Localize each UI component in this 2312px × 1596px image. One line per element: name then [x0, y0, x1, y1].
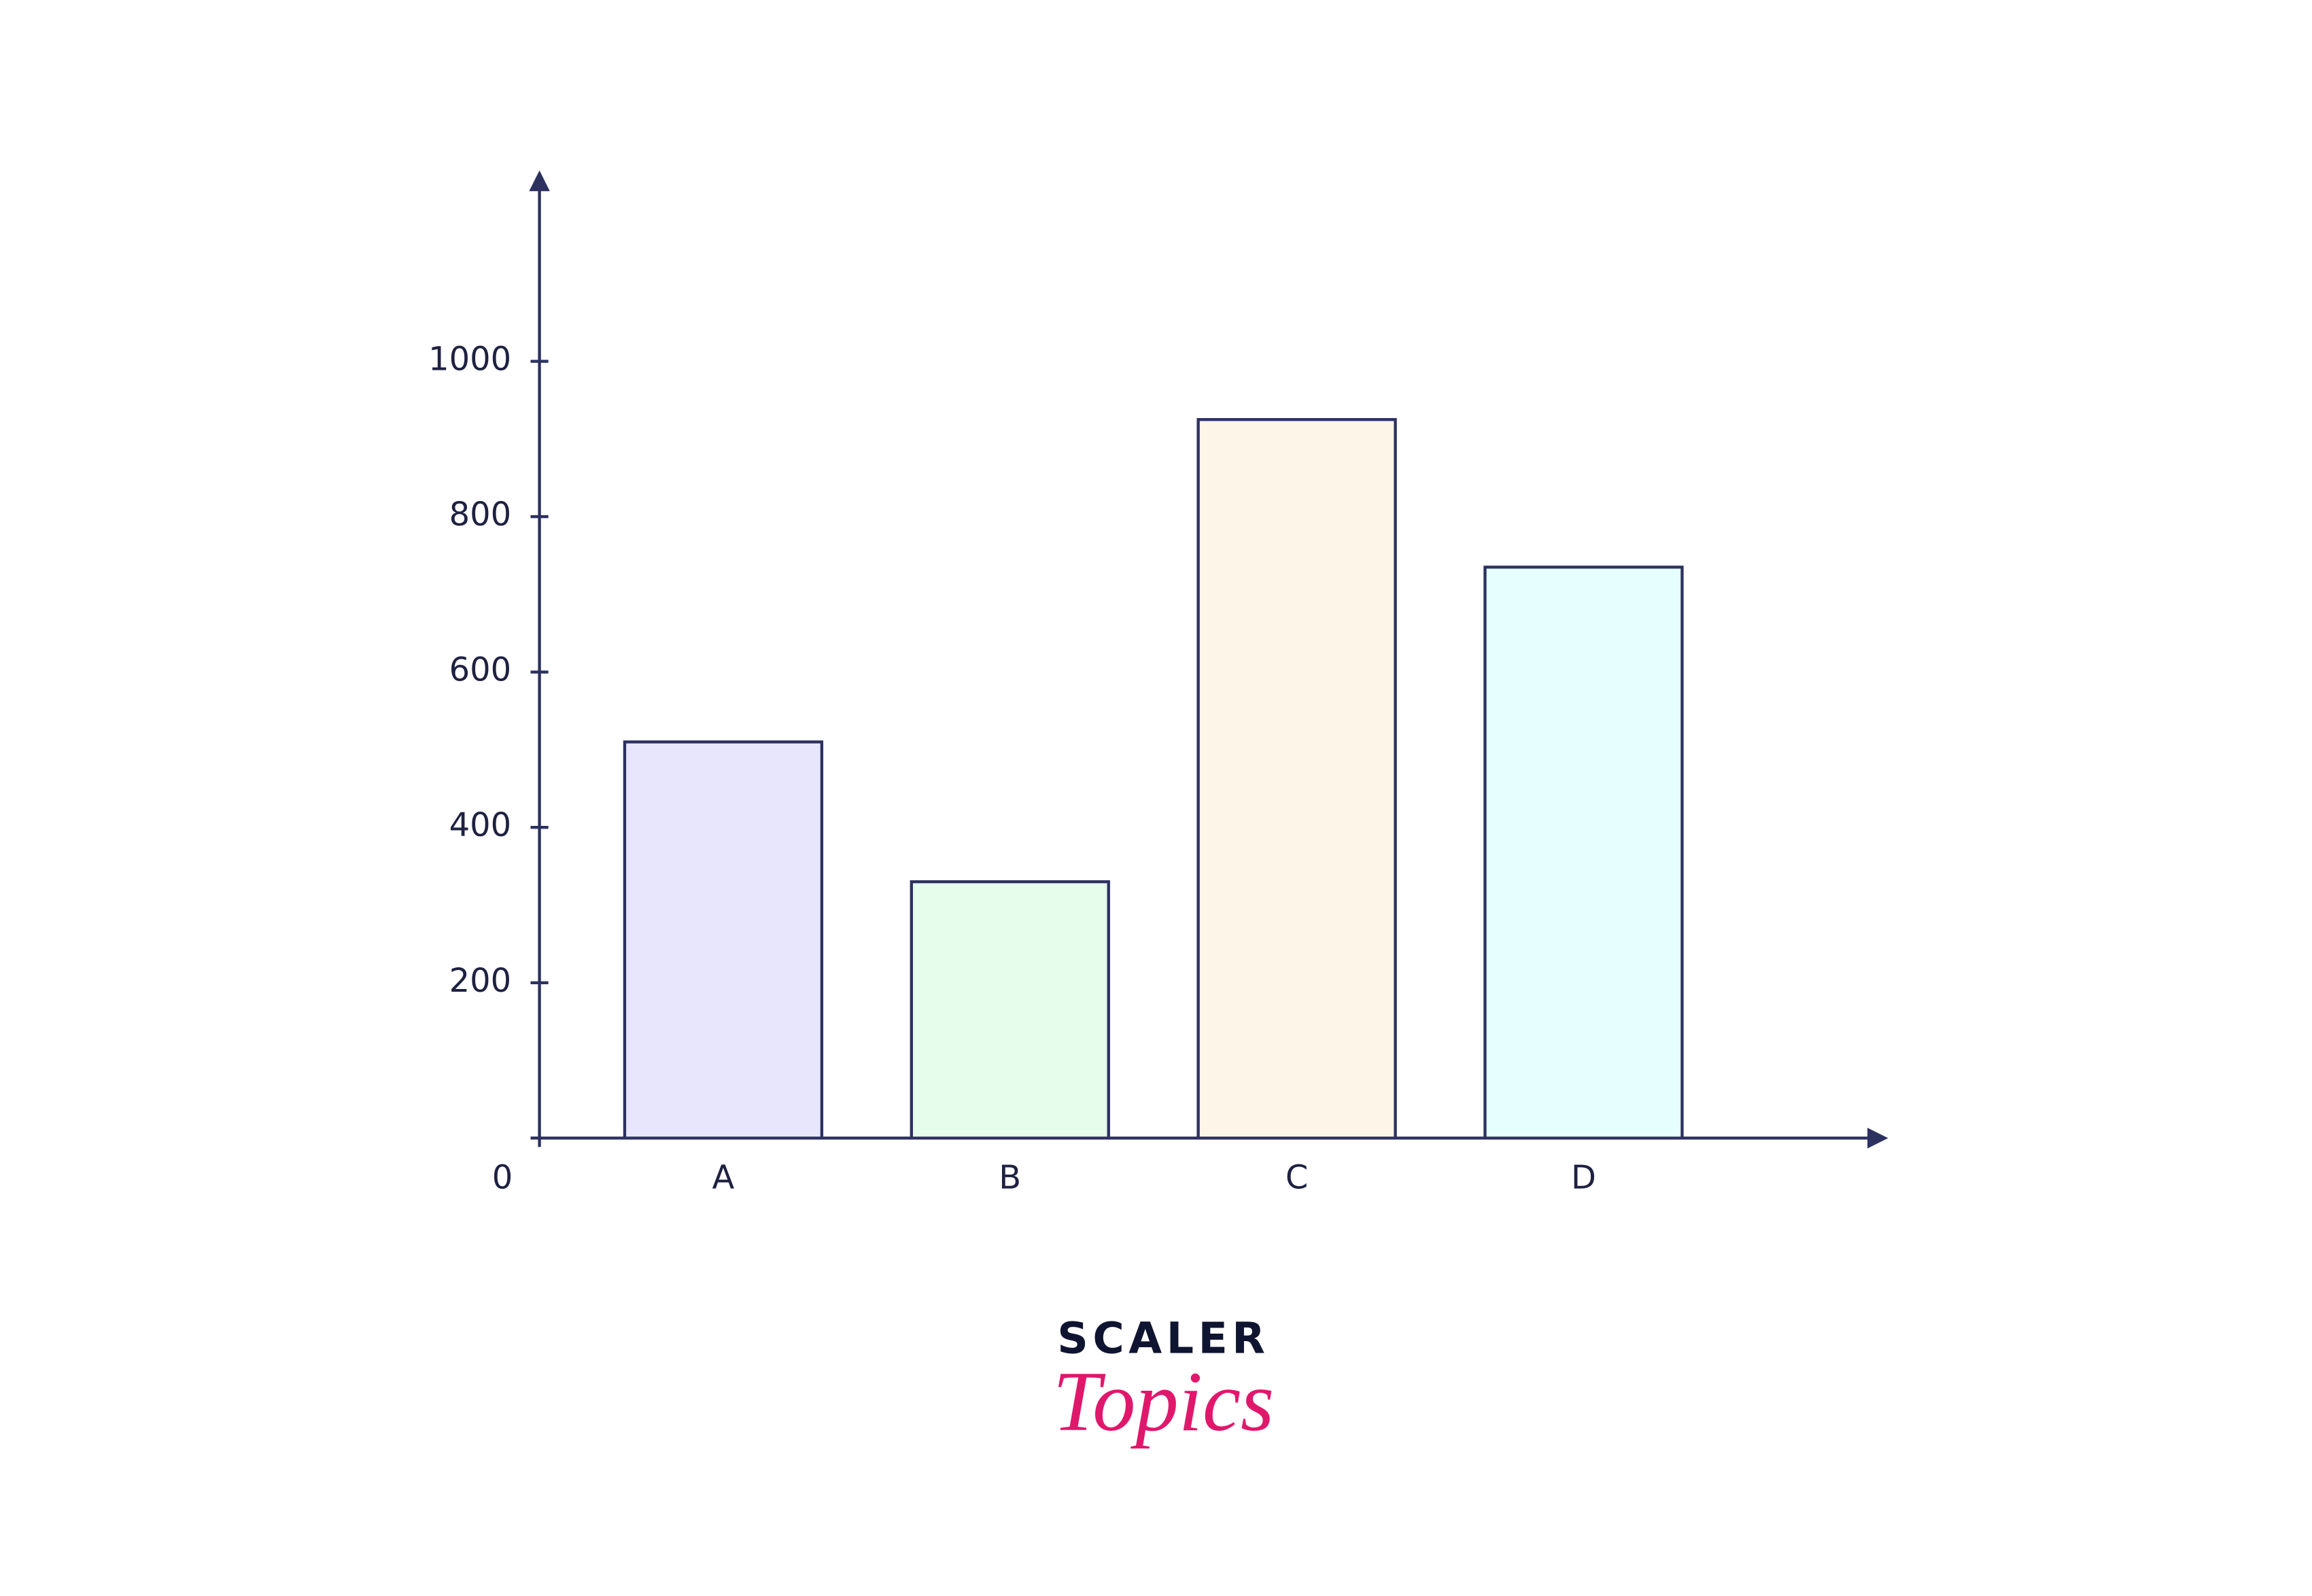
logo-line2: Topics: [1053, 1354, 1275, 1449]
logo-line1: SCALER: [1057, 1313, 1269, 1363]
x-tick-label: C: [1286, 1158, 1308, 1196]
x-tick-label: D: [1571, 1158, 1596, 1196]
bar: [910, 880, 1110, 1140]
y-tick-label: 800: [449, 496, 512, 534]
x-axis-arrow: [1867, 1128, 1888, 1149]
y-tick-label: 1000: [428, 341, 511, 379]
x-tick-label: B: [999, 1158, 1021, 1196]
bar: [1483, 566, 1684, 1140]
y-axis-arrow: [529, 170, 550, 192]
plot-area: 0 200 400 600 800 1000 A B C D: [428, 341, 1684, 1196]
bar: [623, 740, 824, 1140]
y-tick-label: 0: [492, 1158, 513, 1196]
bar: [1196, 418, 1397, 1140]
y-tick-label: 200: [449, 962, 512, 1000]
y-tick-label: 400: [449, 806, 512, 844]
y-tick-label: 600: [449, 651, 512, 689]
x-tick-label: A: [712, 1158, 734, 1196]
